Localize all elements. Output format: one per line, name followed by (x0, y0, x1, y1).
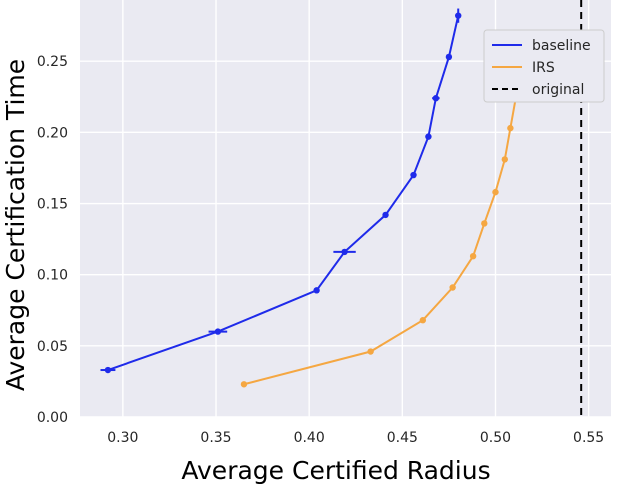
x-tick-label: 0.55 (573, 430, 604, 446)
tick-labels: 0.30 0.35 0.40 0.45 0.50 0.55 0.00 0.05 0.10 0.15… (37, 54, 604, 446)
data-point-baseline (432, 95, 440, 102)
y-tick-label: 0.25 (37, 54, 68, 70)
data-point-irs (240, 381, 248, 388)
data-point-baseline (445, 53, 453, 61)
y-tick-label: 0.10 (37, 268, 68, 284)
legend-label-original: original (532, 82, 584, 98)
legend-label-baseline: baseline (532, 38, 591, 54)
series-line-baseline (107, 15, 460, 371)
data-point-irs (507, 124, 514, 132)
legend-box (483, 29, 605, 103)
y-axis-label: Average Certification Time (1, 59, 30, 391)
data-point-baseline (382, 211, 389, 219)
legend: baseline IRS original (483, 29, 605, 103)
data-point-irs (449, 284, 456, 291)
data-point-baseline (313, 287, 320, 294)
data-point-irs (501, 156, 508, 163)
data-point-irs (481, 220, 488, 227)
legend-label-irs: IRS (532, 60, 555, 76)
data-point-baseline (104, 366, 112, 374)
x-axis-label: Average Certified Radius (181, 456, 490, 485)
series-line-irs (243, 96, 517, 386)
x-tick-label: 0.40 (294, 430, 325, 446)
data-point-irs (419, 317, 427, 324)
data-point-irs (367, 348, 374, 355)
x-tick-label: 0.35 (200, 430, 231, 446)
data-point-baseline (455, 12, 462, 19)
x-tick-label: 0.45 (387, 430, 418, 446)
data-point-baseline (425, 133, 432, 140)
x-tick-label: 0.30 (107, 430, 138, 446)
data-point-baseline (341, 248, 348, 256)
x-tick-label: 0.50 (480, 430, 511, 446)
data-point-irs (492, 188, 499, 196)
y-tick-label: 0.15 (37, 197, 68, 213)
y-tick-label: 0.20 (37, 125, 68, 141)
data-point-baseline (410, 171, 417, 179)
data-point-baseline (214, 328, 222, 335)
y-tick-label: 0.00 (37, 410, 68, 426)
data-point-irs (469, 252, 477, 260)
y-tick-label: 0.05 (37, 339, 68, 355)
grid (80, 0, 611, 418)
